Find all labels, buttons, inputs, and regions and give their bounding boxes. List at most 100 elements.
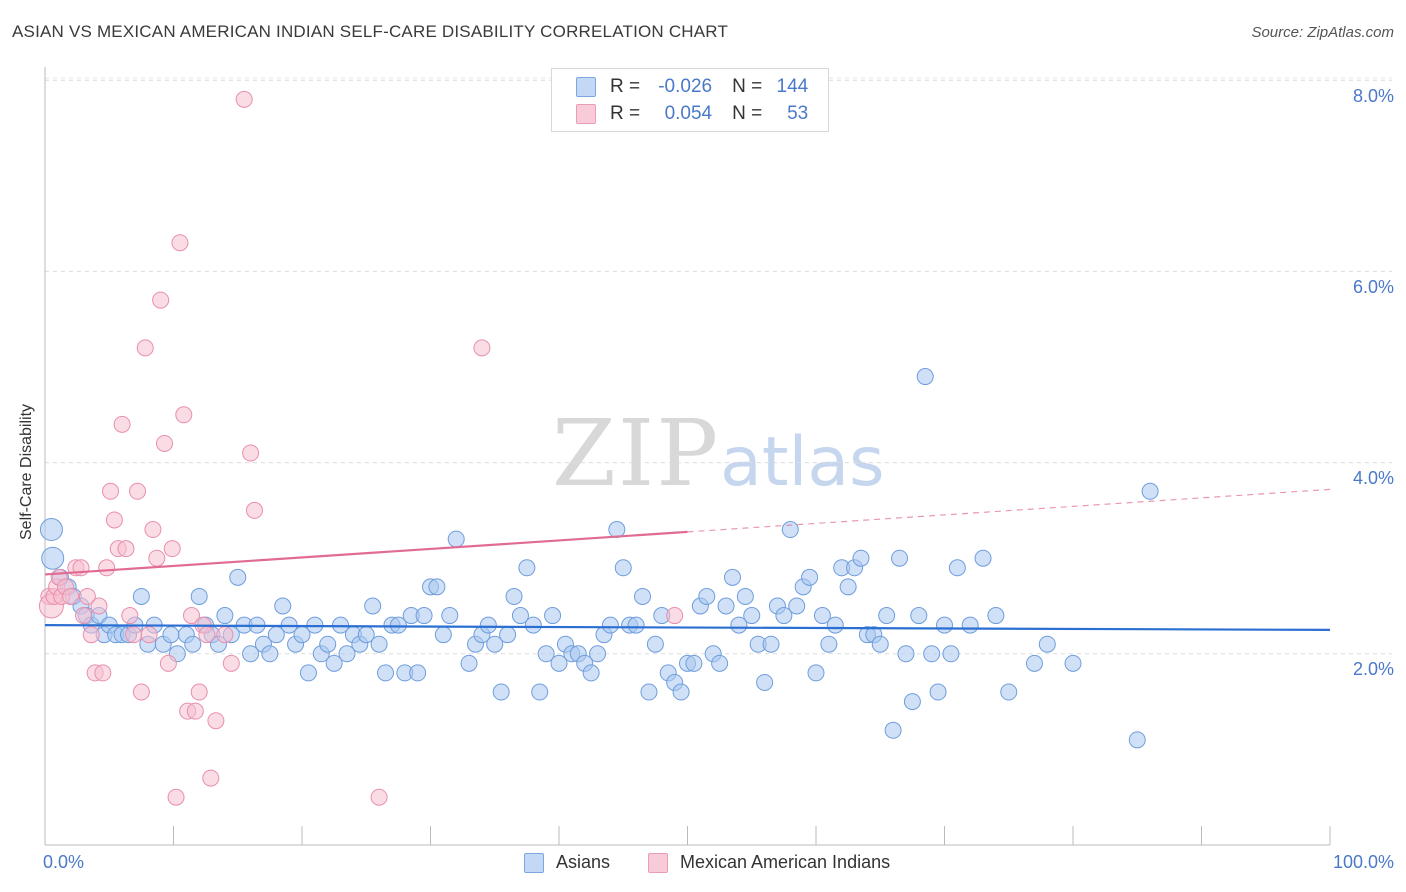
mexican-point [207, 712, 225, 730]
asian-point [505, 587, 523, 605]
n-value: 144 [776, 76, 809, 97]
asian-point [537, 645, 555, 663]
mexican-point [159, 654, 177, 672]
legend-label-mexican: Mexican American Indians [680, 852, 891, 872]
mexican-point [144, 521, 162, 539]
asian-point [325, 654, 343, 672]
asian-point [409, 664, 427, 682]
asian-point [511, 607, 529, 625]
asian-point [441, 607, 459, 625]
asian-point [820, 635, 838, 653]
asians-swatch [576, 77, 596, 97]
mexican-trend-line [44, 530, 688, 576]
asian-point [634, 587, 652, 605]
legend-item-mexican[interactable]: Mexican American Indians [648, 852, 890, 873]
mexican-point [245, 501, 263, 519]
mexican-point [156, 434, 174, 452]
legend-label-asians: Asians [556, 852, 611, 872]
asian-point [389, 616, 407, 634]
y-tick-label: 4.0% [1352, 468, 1394, 488]
asian-point [550, 654, 568, 672]
n-label: N = [732, 76, 763, 97]
asian-point [428, 578, 446, 596]
asian-point [1000, 683, 1018, 701]
y-tick-label: 6.0% [1352, 277, 1394, 297]
mexican-point [117, 540, 135, 558]
mexican-point [163, 540, 181, 558]
asian-point [730, 616, 748, 634]
n-value: 53 [787, 103, 809, 124]
asian-point [871, 635, 889, 653]
asian-point [460, 654, 478, 672]
asian-point [891, 549, 909, 567]
asian-point [1064, 654, 1082, 672]
mexican-point [75, 607, 93, 625]
mexican-point [132, 683, 150, 701]
asian-point [839, 578, 857, 596]
mexican-point [98, 559, 116, 577]
asian-point [132, 587, 150, 605]
mexican-point [121, 607, 139, 625]
asian-point [916, 368, 934, 386]
asian-point [216, 607, 234, 625]
asian-point [499, 626, 517, 644]
series-legend: Asians Mexican American Indians [0, 852, 1406, 878]
asian-point [736, 587, 754, 605]
asian-point [1025, 654, 1043, 672]
asian-point [377, 664, 395, 682]
asian-point [299, 664, 317, 682]
asian-point [589, 645, 607, 663]
legend-row-mexican: R = 0.054 N = 53 [576, 101, 808, 127]
asian-point [743, 607, 761, 625]
asian-point [274, 597, 292, 615]
asian-point [1038, 635, 1056, 653]
asian-point [531, 683, 549, 701]
asian-point [974, 549, 992, 567]
asian-point [961, 616, 979, 634]
asian-point [524, 616, 542, 634]
asian-point [338, 645, 356, 663]
asian-point [948, 559, 966, 577]
asian-point [775, 607, 793, 625]
asian-point [884, 721, 902, 739]
asian-point [640, 683, 658, 701]
asian-point [878, 607, 896, 625]
asian-point [852, 549, 870, 567]
mexican-point [202, 769, 220, 787]
mexican-point [198, 626, 216, 644]
mexican-point [125, 626, 143, 644]
mexican-point [94, 664, 112, 682]
asian-point [723, 568, 741, 586]
mexican-point [190, 683, 208, 701]
asian-point [762, 635, 780, 653]
mexican-point [105, 511, 123, 529]
mexican-trend-line-extension [687, 488, 1331, 533]
asian-point [1141, 482, 1159, 500]
legend-row-asians: R = -0.026 N = 144 [576, 74, 808, 100]
asian-point [370, 635, 388, 653]
asian-point [826, 616, 844, 634]
watermark: ZIPatlas [552, 400, 885, 507]
asian-point [672, 683, 690, 701]
asian-point [903, 693, 921, 711]
asian-point [646, 635, 664, 653]
mexican-point [129, 482, 147, 500]
r-label: R = [610, 103, 641, 124]
correlation-legend: R = -0.026 N = 144 R = 0.054 N = 53 [551, 68, 829, 132]
asian-point [242, 645, 260, 663]
mexican-point [175, 406, 193, 424]
y-tick-label: 8.0% [1352, 86, 1394, 106]
asian-point [41, 546, 65, 570]
legend-item-asians[interactable]: Asians [524, 852, 610, 873]
asian-point [627, 616, 645, 634]
asian-point [601, 616, 619, 634]
mexican-point [666, 607, 684, 625]
n-label: N = [732, 103, 763, 124]
asian-point [685, 654, 703, 672]
mexican-point [140, 626, 158, 644]
chart-source: Source: ZipAtlas.com [1251, 24, 1394, 41]
mexican-point [216, 626, 234, 644]
asian-point [897, 645, 915, 663]
r-value: 0.054 [664, 103, 713, 124]
